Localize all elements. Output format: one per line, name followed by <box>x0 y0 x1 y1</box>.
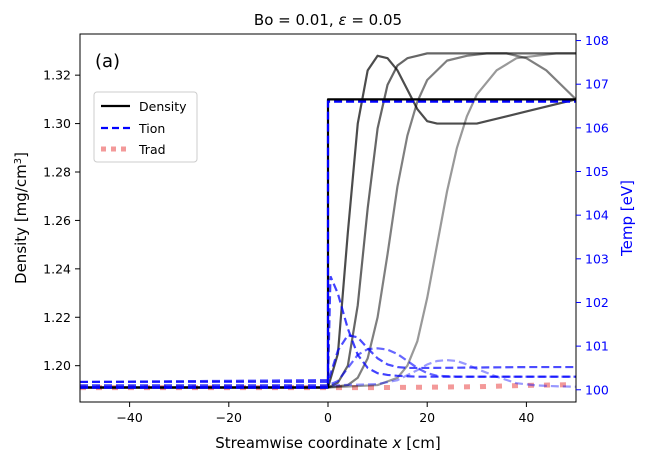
y-right-tick-label: 108 <box>585 33 609 48</box>
tion-line-0 <box>80 100 576 389</box>
chart-title-prefix: Bo = 0.01, <box>254 11 339 29</box>
y-left-tick-label: 1.28 <box>43 165 71 180</box>
legend-tion-label: Tion <box>138 121 165 136</box>
y-right-tick-label: 103 <box>585 251 609 266</box>
legend: Density Tion Trad <box>93 91 198 163</box>
y-right-tick-label: 105 <box>585 164 609 179</box>
y-left-tick-label: 1.30 <box>43 116 71 131</box>
y-axis-left: 1.20 1.22 1.24 1.26 1.28 1.30 1.32 <box>43 68 80 373</box>
y-axis-left-title: Density [mg/cm3] <box>12 152 30 284</box>
y-axis-left-title-end: ] <box>12 152 30 158</box>
x-tick-label: −20 <box>216 410 242 425</box>
x-axis: −40 −20 0 20 40 <box>116 402 534 425</box>
x-axis-title-symbol: x <box>392 434 402 452</box>
chart-title-symbol: ε <box>338 11 346 29</box>
y-right-tick-label: 100 <box>585 382 609 397</box>
y-right-tick-label: 102 <box>585 295 609 310</box>
y-left-tick-label: 1.20 <box>43 358 71 373</box>
plot-area <box>80 52 576 391</box>
y-left-tick-label: 1.22 <box>43 310 71 325</box>
legend-density-label: Density <box>139 99 187 114</box>
legend-box <box>93 91 198 163</box>
y-right-tick-label: 107 <box>585 77 609 92</box>
x-axis-title-suffix: [cm] <box>401 434 440 452</box>
y-right-tick-label: 106 <box>585 120 609 135</box>
tion-line-3 <box>80 347 576 387</box>
y-axis-left-title-sup: 3 <box>13 158 24 164</box>
density-line-4 <box>80 52 576 389</box>
y-left-tick-label: 1.26 <box>43 213 71 228</box>
y-axis-left-title-base: Density [mg/cm <box>12 164 30 284</box>
y-axis-right: 100 101 102 103 104 105 106 107 108 <box>576 33 609 397</box>
y-left-tick-label: 1.32 <box>43 68 71 83</box>
x-tick-label: 0 <box>324 410 332 425</box>
x-tick-label: −40 <box>116 410 142 425</box>
x-axis-title: Streamwise coordinate x [cm] <box>215 434 441 452</box>
tion-line-4 <box>80 358 576 388</box>
legend-trad-label: Trad <box>138 142 166 157</box>
panel-label: (a) <box>95 51 120 72</box>
x-tick-label: 20 <box>419 410 435 425</box>
chart-title: Bo = 0.01, ε = 0.05 <box>254 11 402 29</box>
y-right-tick-label: 101 <box>585 339 609 354</box>
density-line-3 <box>80 52 576 389</box>
tion-line-1 <box>80 275 576 384</box>
y-right-tick-label: 104 <box>585 208 609 223</box>
series-layer <box>80 52 576 391</box>
density-line-1 <box>80 54 576 389</box>
x-axis-title-prefix: Streamwise coordinate <box>215 434 392 452</box>
chart-title-suffix: = 0.05 <box>347 11 403 29</box>
y-left-tick-label: 1.24 <box>43 261 71 276</box>
y-axis-right-title: Temp [eV] <box>618 180 636 257</box>
tion-line-2 <box>80 333 576 384</box>
x-tick-label: 40 <box>518 410 534 425</box>
